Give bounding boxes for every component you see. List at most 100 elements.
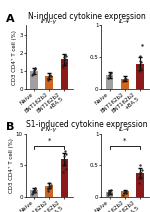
- Point: [64, 57, 66, 61]
- Point: [139, 164, 141, 167]
- Title: IFN-γ: IFN-γ: [41, 19, 57, 24]
- Point: [64, 167, 67, 170]
- Point: [32, 190, 34, 193]
- Point: [31, 192, 34, 196]
- Point: [49, 73, 51, 76]
- Text: *: *: [47, 138, 51, 144]
- Point: [123, 78, 126, 81]
- Y-axis label: CD3 CD4⁺ T cell (%): CD3 CD4⁺ T cell (%): [12, 30, 17, 85]
- Point: [62, 170, 64, 173]
- Point: [138, 170, 141, 173]
- Point: [65, 152, 67, 156]
- Point: [31, 74, 34, 77]
- Point: [108, 189, 111, 192]
- Bar: [45, 186, 53, 197]
- Point: [64, 61, 67, 64]
- Bar: [136, 64, 144, 89]
- Point: [109, 190, 111, 193]
- Point: [140, 43, 143, 46]
- Point: [107, 193, 109, 196]
- Point: [33, 188, 35, 191]
- Point: [63, 53, 66, 56]
- Point: [125, 189, 128, 192]
- Point: [107, 76, 109, 79]
- Text: *: *: [123, 138, 127, 144]
- Text: S1-induced cytokine expression: S1-induced cytokine expression: [26, 120, 148, 129]
- Point: [32, 191, 34, 194]
- Point: [139, 171, 142, 175]
- Point: [109, 75, 112, 78]
- Text: B: B: [6, 123, 14, 132]
- Point: [65, 55, 67, 58]
- Point: [110, 71, 112, 75]
- Bar: [136, 173, 144, 197]
- Point: [108, 190, 110, 194]
- Point: [137, 70, 140, 73]
- Point: [34, 66, 36, 70]
- Point: [140, 67, 142, 70]
- Point: [34, 67, 37, 71]
- Point: [47, 184, 50, 187]
- Point: [62, 66, 64, 69]
- Point: [122, 80, 124, 83]
- Point: [63, 56, 65, 59]
- Point: [110, 188, 112, 192]
- Bar: [121, 191, 129, 197]
- Point: [140, 169, 143, 172]
- Point: [62, 164, 64, 167]
- Point: [50, 75, 52, 78]
- Point: [123, 190, 126, 193]
- Point: [64, 160, 66, 164]
- Point: [139, 61, 142, 64]
- Point: [140, 175, 142, 179]
- Point: [47, 77, 50, 80]
- Point: [108, 71, 111, 74]
- Point: [110, 192, 112, 196]
- Bar: [30, 71, 38, 89]
- Bar: [121, 79, 129, 89]
- Bar: [45, 76, 53, 89]
- Point: [33, 68, 35, 72]
- Point: [63, 154, 65, 158]
- Point: [49, 187, 51, 190]
- Point: [46, 78, 49, 82]
- Point: [48, 181, 50, 185]
- Point: [138, 59, 141, 63]
- Point: [47, 187, 49, 191]
- Text: N-induced cytokine expression: N-induced cytokine expression: [28, 12, 146, 21]
- Point: [123, 191, 125, 194]
- Bar: [106, 75, 113, 89]
- Point: [48, 185, 51, 189]
- Point: [124, 192, 127, 195]
- Point: [33, 187, 36, 191]
- Point: [122, 193, 124, 196]
- Bar: [61, 159, 68, 197]
- Point: [109, 191, 111, 194]
- Title: IFN-γ: IFN-γ: [41, 127, 57, 132]
- Bar: [106, 192, 113, 197]
- Point: [34, 190, 36, 194]
- Point: [138, 176, 140, 180]
- Point: [139, 54, 141, 58]
- Point: [32, 70, 35, 74]
- Point: [63, 159, 65, 162]
- Point: [34, 186, 37, 189]
- Text: A: A: [6, 14, 15, 24]
- Point: [137, 181, 140, 185]
- Point: [124, 76, 127, 79]
- Point: [125, 77, 128, 81]
- Point: [63, 150, 66, 153]
- Point: [48, 74, 50, 78]
- Title: IL-4: IL-4: [119, 127, 130, 132]
- Bar: [61, 59, 68, 89]
- Point: [62, 63, 64, 66]
- Point: [50, 183, 52, 187]
- Point: [108, 73, 110, 77]
- Point: [33, 189, 35, 192]
- Point: [32, 72, 34, 75]
- Point: [107, 192, 110, 195]
- Point: [46, 190, 49, 193]
- Bar: [30, 190, 38, 197]
- Point: [124, 190, 126, 194]
- Point: [63, 59, 65, 63]
